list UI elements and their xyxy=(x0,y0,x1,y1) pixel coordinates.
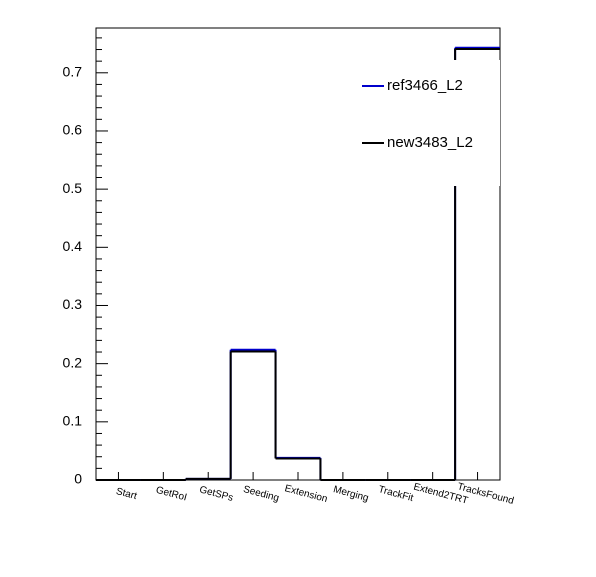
y-tick-label: 0.3 xyxy=(63,296,83,312)
y-tick-label: 0.7 xyxy=(63,63,83,79)
legend-label: new3483_L2 xyxy=(387,134,473,151)
y-tick-label: 0.5 xyxy=(63,180,83,196)
legend-box xyxy=(358,60,500,186)
y-tick-label: 0 xyxy=(74,471,82,487)
legend-label: ref3466_L2 xyxy=(387,77,463,94)
y-tick-label: 0.2 xyxy=(63,354,83,370)
y-tick-label: 0.6 xyxy=(63,122,83,138)
y-tick-label: 0.4 xyxy=(63,238,83,254)
y-tick-label: 0.1 xyxy=(63,413,83,429)
x-tick-label: Start xyxy=(115,486,138,502)
